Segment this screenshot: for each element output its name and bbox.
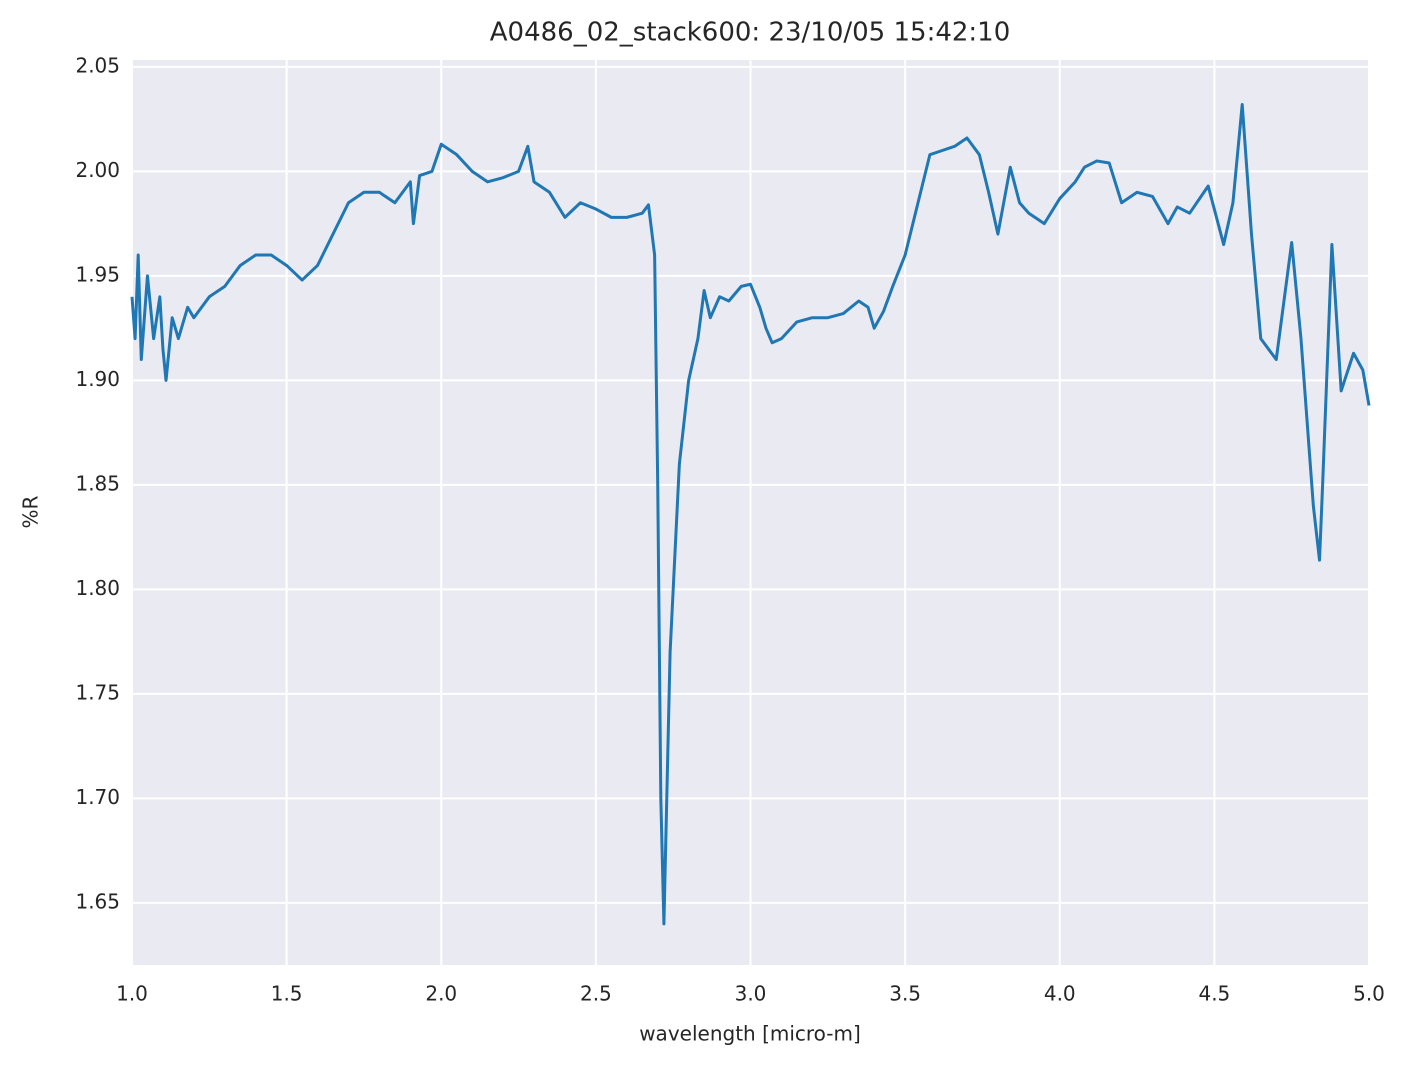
x-tick-label: 2.5 xyxy=(580,982,612,1006)
x-tick-label: 5.0 xyxy=(1353,982,1385,1006)
x-axis-label: wavelength [micro-m] xyxy=(639,1022,861,1046)
x-tick-label: 3.0 xyxy=(735,982,767,1006)
y-tick-label: 1.85 xyxy=(75,471,120,495)
y-axis-label: %R xyxy=(19,495,43,528)
y-tick-label: 1.65 xyxy=(75,889,120,913)
y-tick-label: 1.80 xyxy=(75,576,120,600)
x-tick-label: 4.5 xyxy=(1198,982,1230,1006)
data-line xyxy=(130,103,1371,926)
x-tick-label: 1.0 xyxy=(116,982,148,1006)
x-tick-label: 4.0 xyxy=(1044,982,1076,1006)
y-tick-label: 1.95 xyxy=(75,262,120,286)
y-tick-label: 1.90 xyxy=(75,367,120,391)
y-tick-label: 2.05 xyxy=(75,53,120,77)
y-tick-label: 1.75 xyxy=(75,680,120,704)
x-tick-label: 1.5 xyxy=(271,982,303,1006)
x-tick-label: 3.5 xyxy=(889,982,921,1006)
chart-title: A0486_02_stack600: 23/10/05 15:42:10 xyxy=(490,18,1011,48)
y-tick-label: 2.00 xyxy=(75,158,120,182)
x-tick-label: 2.0 xyxy=(425,982,457,1006)
y-tick-label: 1.70 xyxy=(75,785,120,809)
